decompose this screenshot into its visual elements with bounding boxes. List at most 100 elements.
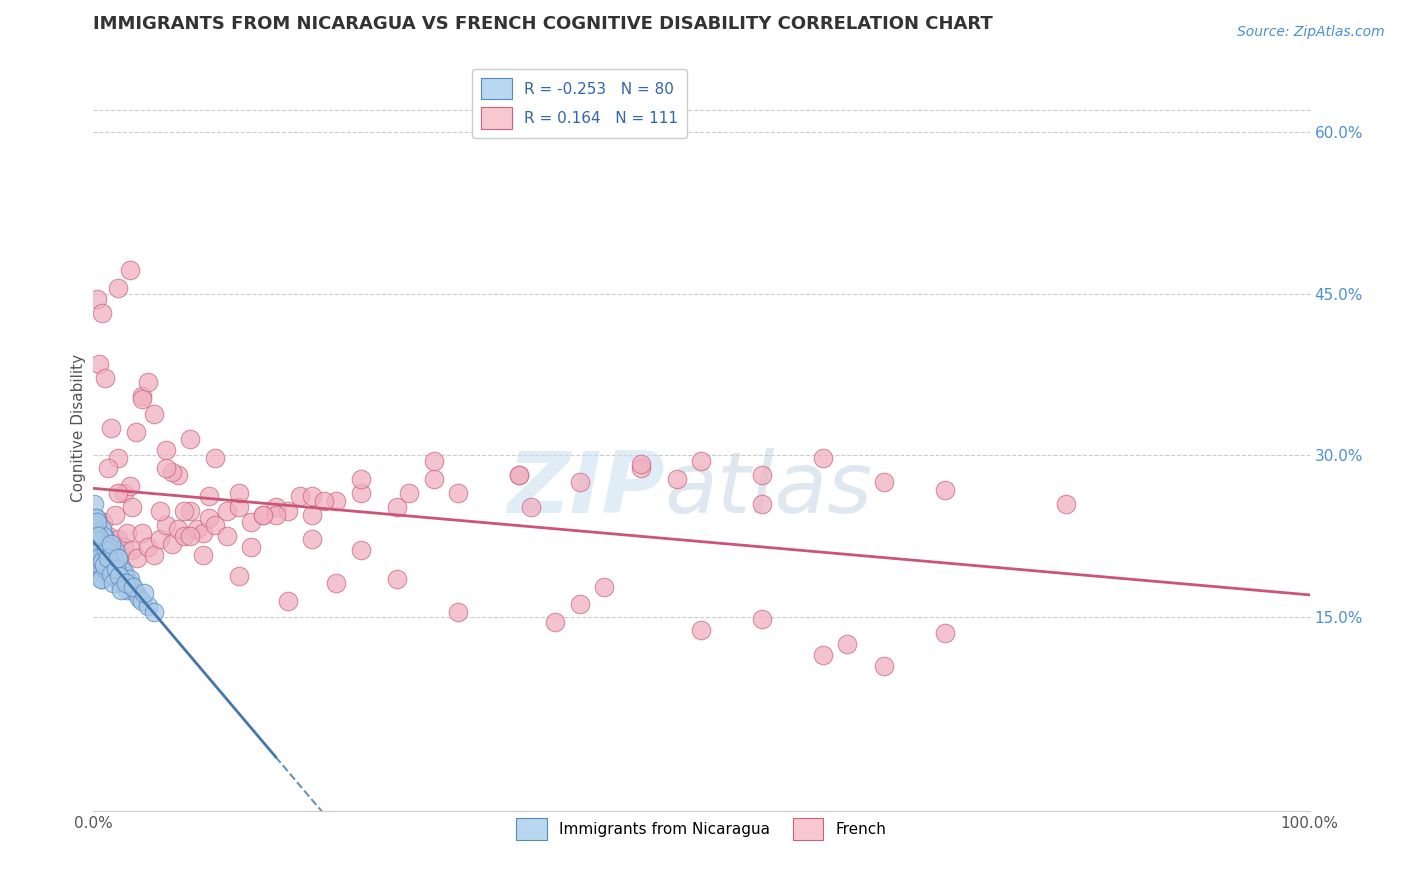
Point [934, 483, 956, 497]
Point [398, 486, 420, 500]
Point [98, 556, 121, 570]
Point [162, 537, 184, 551]
Point [96, 548, 118, 562]
Point [128, 591, 150, 605]
Point [87, 550, 110, 565]
Point [94, 561, 117, 575]
Point [630, 461, 652, 475]
Point [423, 472, 446, 486]
Point [173, 529, 195, 543]
Point [93, 558, 115, 573]
Point [252, 508, 274, 522]
Point [125, 550, 148, 565]
Point [107, 281, 129, 295]
Y-axis label: Cognitive Disability: Cognitive Disability [72, 354, 86, 502]
Point [350, 486, 373, 500]
Point [89, 558, 111, 573]
Point [91, 529, 114, 543]
Point [115, 526, 138, 541]
Point [934, 626, 956, 640]
Point [107, 533, 129, 547]
Point [90, 522, 112, 536]
Point [87, 548, 110, 562]
Point [811, 450, 834, 465]
Point [508, 467, 530, 482]
Point [873, 658, 896, 673]
Point [122, 580, 145, 594]
Point [89, 533, 111, 547]
Point [108, 575, 131, 590]
Point [325, 493, 347, 508]
Point [121, 500, 143, 515]
Point [84, 558, 107, 573]
Point [89, 540, 111, 554]
Text: atlas: atlas [665, 448, 873, 531]
Point [143, 605, 166, 619]
Point [93, 550, 115, 565]
Point [118, 573, 141, 587]
Point [690, 623, 713, 637]
Point [690, 454, 713, 468]
Point [149, 533, 172, 547]
Point [837, 637, 859, 651]
Point [228, 569, 250, 583]
Point [91, 515, 114, 529]
Point [162, 465, 184, 479]
Point [288, 489, 311, 503]
Point [84, 511, 107, 525]
Point [155, 518, 177, 533]
Point [89, 556, 111, 570]
Point [228, 486, 250, 500]
Point [86, 540, 108, 554]
Point [97, 550, 120, 565]
Point [350, 543, 373, 558]
Point [131, 594, 153, 608]
Point [215, 504, 238, 518]
Legend: Immigrants from Nicaragua, French: Immigrants from Nicaragua, French [510, 812, 893, 846]
Point [118, 263, 141, 277]
Point [447, 605, 470, 619]
Point [751, 467, 773, 482]
Point [121, 543, 143, 558]
Point [94, 370, 117, 384]
Point [131, 389, 153, 403]
Text: Source: ZipAtlas.com: Source: ZipAtlas.com [1237, 25, 1385, 39]
Point [520, 500, 543, 515]
Point [84, 524, 107, 538]
Point [630, 457, 652, 471]
Point [1054, 497, 1077, 511]
Point [98, 543, 121, 558]
Point [84, 540, 107, 554]
Point [112, 486, 135, 500]
Point [179, 504, 201, 518]
Point [125, 586, 148, 600]
Point [751, 497, 773, 511]
Point [112, 565, 135, 579]
Point [301, 533, 323, 547]
Point [115, 583, 138, 598]
Point [87, 561, 110, 575]
Point [84, 543, 107, 558]
Point [191, 526, 214, 541]
Point [811, 648, 834, 662]
Point [423, 454, 446, 468]
Point [179, 529, 201, 543]
Point [101, 561, 124, 575]
Point [136, 599, 159, 614]
Text: ZIP: ZIP [508, 448, 665, 531]
Point [86, 534, 108, 549]
Point [83, 497, 105, 511]
Point [593, 580, 616, 594]
Point [110, 583, 132, 598]
Point [97, 461, 120, 475]
Point [93, 543, 115, 558]
Point [167, 467, 190, 482]
Point [264, 500, 287, 515]
Text: IMMIGRANTS FROM NICARAGUA VS FRENCH COGNITIVE DISABILITY CORRELATION CHART: IMMIGRANTS FROM NICARAGUA VS FRENCH COGN… [93, 15, 993, 33]
Point [87, 534, 110, 549]
Point [91, 550, 114, 565]
Point [447, 486, 470, 500]
Point [103, 558, 125, 573]
Point [387, 500, 409, 515]
Point [93, 529, 115, 543]
